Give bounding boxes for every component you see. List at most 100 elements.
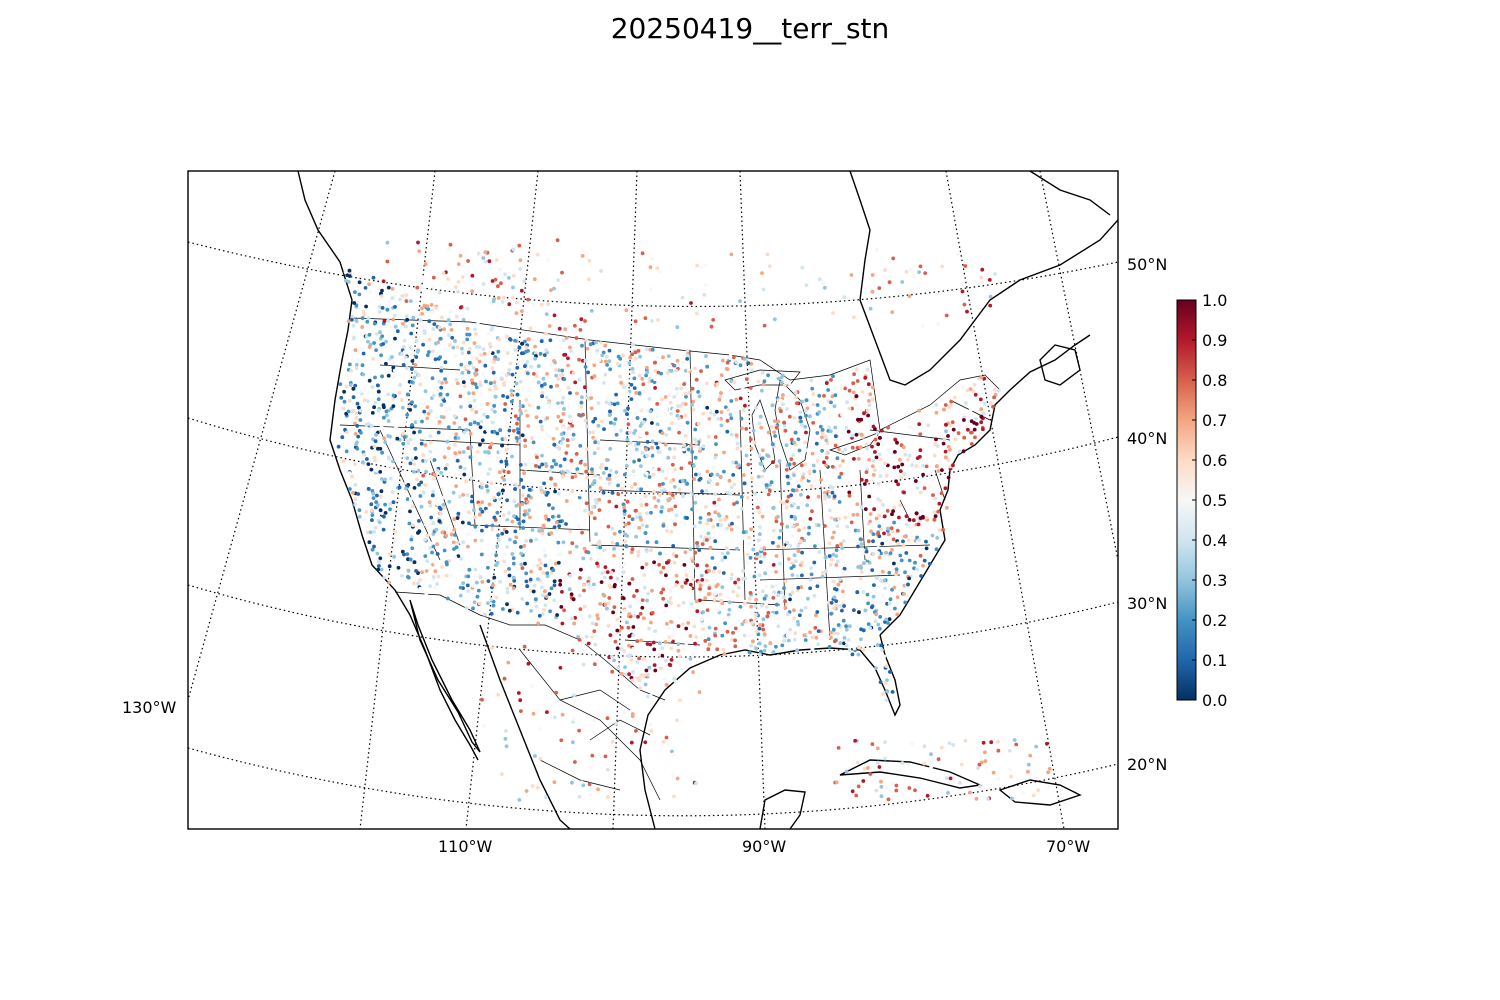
station-point	[698, 446, 702, 451]
station-point	[515, 610, 520, 615]
station-point	[405, 552, 410, 556]
station-point	[488, 381, 493, 386]
station-point	[893, 606, 897, 611]
station-point	[428, 546, 433, 550]
station-point	[458, 593, 463, 598]
station-point	[812, 469, 817, 474]
station-point	[709, 410, 713, 415]
station-point	[776, 624, 781, 629]
station-point	[933, 442, 938, 447]
station-point	[940, 264, 945, 269]
station-point	[577, 357, 581, 362]
station-point	[870, 605, 874, 610]
station-point	[820, 448, 824, 453]
station-point	[875, 576, 879, 581]
station-point	[864, 442, 869, 447]
station-point	[385, 240, 390, 245]
station-point	[865, 367, 870, 372]
station-point	[412, 486, 417, 490]
station-point	[645, 540, 650, 545]
station-point	[372, 450, 377, 454]
station-point	[562, 407, 566, 411]
station-point	[504, 373, 509, 378]
station-point	[603, 359, 608, 364]
station-point	[883, 681, 888, 685]
station-point	[610, 654, 614, 659]
station-point	[446, 247, 451, 251]
station-point	[783, 579, 788, 584]
station-point	[383, 477, 387, 482]
station-point	[840, 450, 845, 454]
station-point	[1008, 767, 1012, 772]
station-point	[465, 337, 470, 342]
station-point	[342, 389, 346, 394]
station-point	[515, 392, 520, 397]
station-point	[814, 613, 818, 618]
station-point	[434, 415, 439, 420]
station-point	[353, 348, 358, 353]
station-point	[764, 483, 769, 487]
station-point	[356, 492, 361, 496]
station-point	[816, 455, 820, 460]
station-point	[482, 351, 487, 356]
station-point	[540, 593, 545, 598]
station-point	[615, 542, 620, 546]
station-point	[927, 561, 932, 566]
station-point	[867, 403, 872, 407]
station-point	[668, 400, 673, 405]
station-point	[664, 433, 669, 437]
station-point	[852, 646, 857, 651]
station-point	[650, 453, 655, 458]
station-point	[837, 447, 841, 452]
station-point	[913, 560, 917, 565]
station-point	[964, 401, 968, 405]
station-point	[416, 240, 420, 245]
station-point	[460, 351, 465, 356]
station-point	[744, 377, 749, 381]
station-point	[613, 639, 618, 644]
station-point	[706, 647, 711, 652]
station-point	[603, 343, 608, 348]
station-point	[372, 405, 376, 410]
station-point	[479, 482, 484, 486]
station-point	[671, 752, 676, 757]
station-point	[444, 533, 449, 538]
station-point	[418, 494, 423, 498]
station-point	[568, 419, 573, 423]
station-point	[485, 428, 490, 433]
station-point	[918, 490, 923, 495]
station-point	[428, 584, 433, 588]
station-point	[725, 629, 730, 634]
station-point	[568, 414, 572, 419]
station-point	[866, 516, 871, 521]
station-point	[619, 647, 623, 651]
station-point	[454, 484, 458, 488]
station-point	[635, 660, 640, 664]
station-point	[936, 757, 941, 762]
station-point	[750, 621, 755, 625]
station-point	[704, 354, 708, 358]
station-point	[570, 489, 575, 494]
station-point	[887, 570, 892, 575]
station-point	[393, 336, 397, 341]
station-point	[377, 304, 382, 309]
station-point	[810, 451, 815, 456]
station-point	[681, 447, 686, 452]
station-point	[650, 439, 655, 444]
station-point	[571, 571, 576, 576]
station-point	[507, 276, 511, 280]
station-point	[509, 393, 514, 397]
station-point	[707, 568, 711, 573]
station-point	[707, 642, 712, 647]
station-point	[834, 780, 839, 785]
station-point	[613, 417, 618, 421]
station-point	[731, 355, 736, 360]
station-point	[934, 437, 938, 442]
station-point	[377, 310, 382, 314]
station-point	[680, 584, 684, 589]
station-point	[409, 380, 414, 384]
station-point	[369, 467, 374, 472]
station-point	[866, 601, 870, 606]
station-point	[486, 601, 490, 605]
station-point	[460, 520, 465, 525]
